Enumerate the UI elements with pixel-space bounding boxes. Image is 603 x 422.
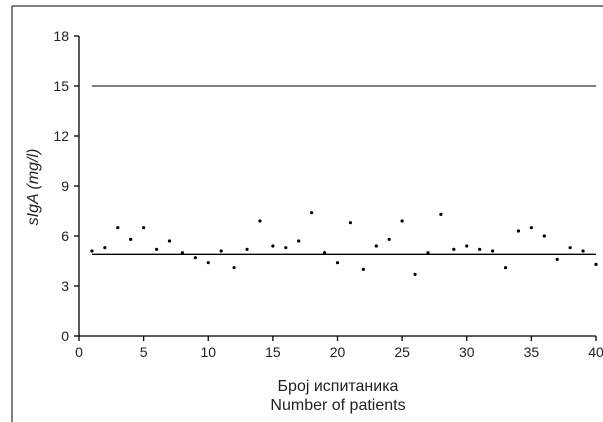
data-point (219, 249, 223, 253)
plot-area: 0 3 6 9 12 15 18 0 5 10 15 20 25 30 35 40 (53, 28, 603, 360)
x-tick-label: 25 (394, 344, 410, 360)
x-tick-label: 35 (524, 344, 540, 360)
data-point (529, 226, 533, 230)
data-point (465, 244, 469, 248)
y-ticks: 0 3 6 9 12 15 18 (53, 28, 79, 344)
x-axis-title-line-2: Number of patients (270, 397, 405, 414)
x-tick-label: 20 (330, 344, 346, 360)
data-point (426, 251, 430, 255)
data-point (387, 237, 391, 241)
data-point (348, 221, 353, 225)
y-tick-label: 15 (53, 78, 69, 94)
data-point (400, 219, 404, 223)
reference-lines (91, 85, 596, 255)
y-tick-label: 0 (61, 328, 69, 344)
data-point (167, 239, 172, 243)
data-point (180, 251, 184, 255)
data-point (413, 272, 417, 276)
y-tick-label: 3 (61, 278, 69, 294)
data-point (297, 239, 301, 243)
x-tick-label: 5 (140, 344, 148, 360)
x-ticks: 0 5 10 15 20 25 30 35 40 (75, 336, 603, 360)
data-point (232, 266, 236, 270)
x-tick-label: 30 (459, 344, 475, 360)
data-point (439, 212, 443, 216)
data-point (206, 261, 210, 265)
data-point (594, 262, 598, 266)
x-tick-label: 10 (200, 344, 216, 360)
data-point (116, 226, 120, 230)
data-point (361, 267, 365, 271)
data-point (322, 251, 327, 255)
data-point (142, 226, 146, 230)
data-point (516, 229, 521, 233)
y-tick-label: 12 (53, 128, 69, 144)
data-point (542, 234, 546, 238)
y-tick-label: 6 (61, 228, 69, 244)
x-axis-title-line-1: Број испитаника (278, 378, 399, 395)
y-tick-label: 18 (53, 28, 69, 44)
data-point (154, 247, 159, 251)
data-points (90, 211, 598, 276)
data-point (503, 266, 508, 270)
data-point (245, 247, 249, 251)
x-tick-label: 40 (588, 344, 603, 360)
data-point (310, 211, 314, 215)
data-point (374, 244, 378, 248)
x-tick-label: 0 (75, 344, 83, 360)
data-point (555, 257, 559, 261)
data-point (581, 249, 585, 253)
data-point (193, 256, 197, 260)
data-point (568, 246, 572, 250)
data-point (491, 249, 495, 253)
axes: 0 3 6 9 12 15 18 0 5 10 15 20 25 30 35 40 (53, 28, 603, 360)
data-point (90, 249, 94, 253)
y-tick-label: 9 (61, 178, 69, 194)
data-point (103, 246, 107, 250)
data-point (271, 244, 275, 248)
data-point (335, 261, 340, 265)
data-point (284, 246, 288, 250)
data-point (478, 247, 482, 251)
x-tick-label: 15 (265, 344, 281, 360)
data-point (129, 237, 133, 241)
data-point (258, 219, 262, 223)
data-point (452, 247, 456, 251)
y-axis-title: sIgA (mg/l) (25, 149, 42, 226)
